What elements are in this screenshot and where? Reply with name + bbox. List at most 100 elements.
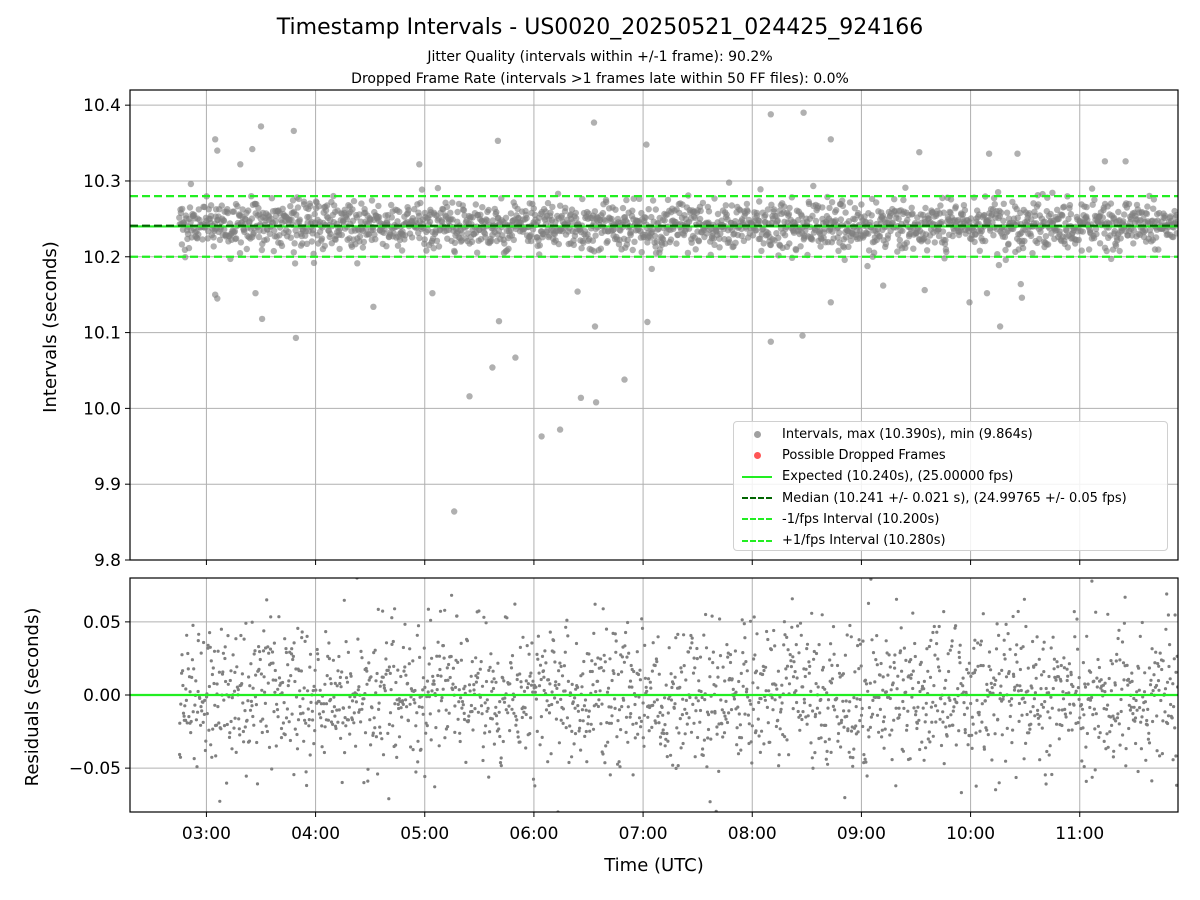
- interval-point: [321, 242, 328, 250]
- residual-point: [624, 730, 628, 735]
- residual-point: [708, 800, 712, 804]
- interval-point: [781, 232, 789, 239]
- interval-point: [295, 195, 302, 203]
- residual-point: [597, 698, 601, 702]
- residual-point: [432, 682, 436, 686]
- residual-point: [724, 699, 728, 704]
- residual-point: [460, 700, 465, 704]
- residual-point: [1146, 707, 1150, 712]
- residual-point: [259, 719, 263, 723]
- residual-point: [681, 697, 685, 701]
- interval-point: [1059, 212, 1066, 219]
- interval-point: [1014, 214, 1021, 221]
- residual-point: [339, 685, 343, 689]
- residual-point: [557, 741, 562, 745]
- residual-point: [707, 657, 712, 661]
- residual-point: [474, 656, 478, 660]
- residual-point: [1157, 688, 1161, 692]
- interval-point: [418, 186, 426, 193]
- residual-point: [825, 691, 829, 695]
- residual-point: [302, 686, 306, 690]
- residual-point: [483, 701, 487, 705]
- residual-point: [502, 700, 507, 704]
- residual-point: [570, 682, 574, 687]
- residual-point: [808, 664, 812, 669]
- residual-point: [301, 711, 305, 715]
- residual-point: [301, 697, 305, 701]
- residual-point: [657, 721, 661, 725]
- residual-point: [531, 679, 535, 683]
- residual-point: [305, 634, 309, 639]
- residual-point: [225, 722, 229, 727]
- residual-point: [744, 660, 748, 664]
- residual-point: [685, 711, 689, 716]
- legend-item-expected: Expected (10.240s), (25.00000 fps): [740, 466, 1167, 487]
- residual-point: [303, 718, 307, 722]
- residual-point: [431, 674, 435, 679]
- residual-point: [1015, 643, 1019, 647]
- residual-point: [381, 609, 385, 613]
- residual-point: [565, 618, 569, 622]
- residual-point: [298, 689, 302, 693]
- residual-point: [553, 696, 557, 700]
- interval-point: [187, 180, 195, 188]
- residual-point: [208, 645, 212, 649]
- residual-point: [553, 660, 557, 664]
- residual-point: [319, 702, 323, 706]
- residual-point: [196, 710, 200, 714]
- interval-point: [245, 207, 252, 214]
- residual-point: [414, 770, 418, 774]
- residual-point: [421, 712, 425, 716]
- residual-point: [794, 689, 798, 693]
- interval-outlier-point: [985, 150, 993, 157]
- residual-point: [365, 669, 369, 673]
- residual-point: [439, 699, 443, 703]
- interval-point: [1003, 209, 1011, 216]
- residual-point: [1092, 679, 1096, 683]
- interval-point: [1000, 217, 1007, 224]
- interval-point: [865, 230, 872, 237]
- residual-point: [267, 651, 271, 655]
- residual-point: [648, 680, 652, 684]
- residual-point: [210, 672, 214, 677]
- residual-point: [1147, 731, 1151, 735]
- residual-point: [489, 652, 493, 656]
- residual-point: [800, 717, 804, 722]
- residual-point: [183, 704, 187, 708]
- residual-point: [1147, 666, 1151, 670]
- residual-point: [1137, 688, 1141, 692]
- residual-point: [1166, 714, 1171, 718]
- residual-point: [656, 635, 660, 639]
- residual-point: [978, 643, 983, 647]
- residual-point: [1046, 710, 1050, 714]
- interval-point: [960, 202, 968, 209]
- residual-point: [364, 666, 368, 671]
- residual-point: [1083, 682, 1087, 686]
- residual-point: [318, 688, 322, 692]
- residual-point: [559, 718, 563, 722]
- residual-point: [750, 724, 754, 728]
- residual-point: [1121, 733, 1125, 737]
- residual-point: [928, 740, 932, 744]
- residual-point: [639, 725, 643, 729]
- residual-point: [360, 702, 364, 706]
- residual-point: [1118, 658, 1122, 662]
- residual-point: [640, 626, 645, 631]
- residual-point: [1006, 632, 1010, 636]
- residual-point: [833, 708, 837, 712]
- residual-point: [573, 732, 578, 736]
- interval-point: [224, 209, 232, 217]
- interval-point: [728, 202, 735, 209]
- interval-outlier-point: [512, 354, 519, 361]
- residual-point: [577, 729, 581, 733]
- residual-point: [656, 714, 660, 718]
- residual-point: [674, 766, 678, 771]
- interval-point: [291, 240, 298, 247]
- interval-point: [858, 201, 865, 208]
- residual-point: [672, 706, 676, 710]
- residual-point: [267, 745, 272, 750]
- residual-point: [728, 660, 733, 665]
- residual-point: [888, 665, 892, 669]
- residual-point: [1040, 673, 1044, 677]
- interval-point: [315, 203, 322, 210]
